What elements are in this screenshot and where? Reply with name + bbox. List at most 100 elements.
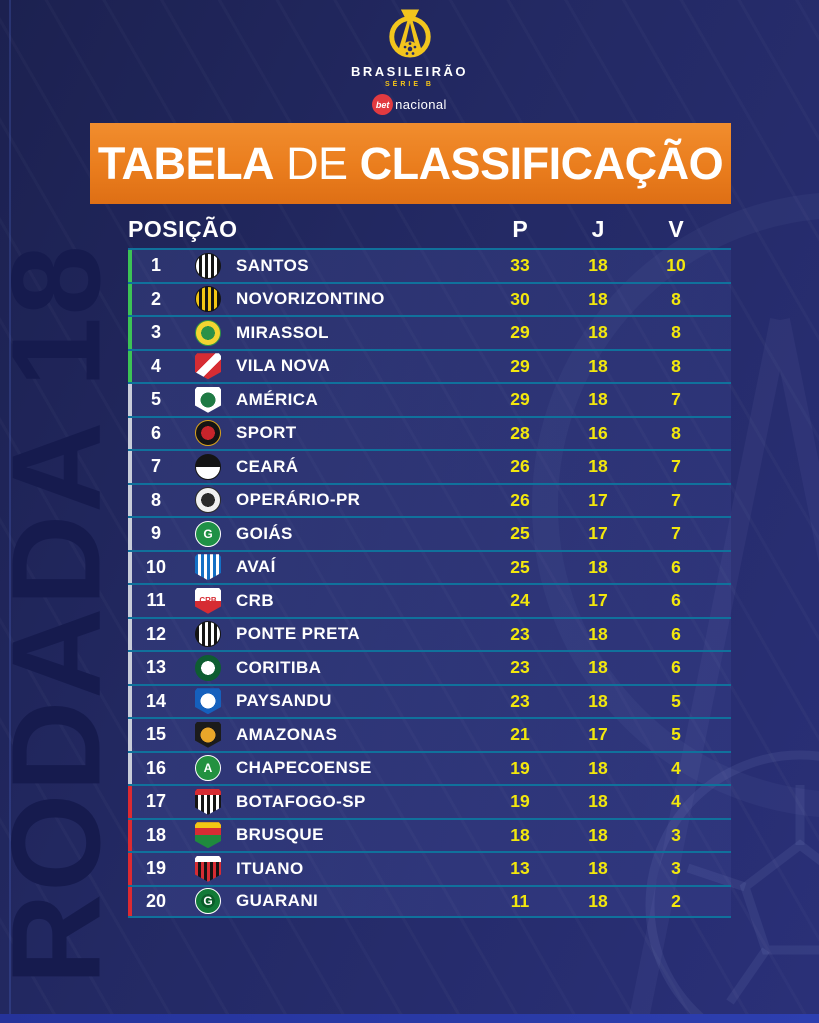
row-points: 25 bbox=[510, 523, 530, 544]
team-logo bbox=[195, 822, 221, 849]
row-position: 13 bbox=[145, 657, 167, 678]
team-logo-band bbox=[195, 855, 221, 862]
zone-indicator bbox=[128, 652, 132, 684]
row-wins: 6 bbox=[671, 623, 681, 644]
row-position: 14 bbox=[145, 690, 167, 711]
team-logo bbox=[195, 420, 221, 447]
title-word-1: TABELA bbox=[97, 137, 275, 189]
row-wins: 8 bbox=[671, 355, 681, 376]
team-logo: G bbox=[195, 520, 221, 547]
team-logo: A bbox=[195, 755, 221, 782]
team-logo bbox=[195, 554, 221, 581]
zone-indicator bbox=[128, 618, 132, 650]
row-position: 1 bbox=[150, 255, 161, 276]
row-points: 23 bbox=[510, 690, 530, 711]
table-row: 5 AMÉRICA 29 18 7 bbox=[128, 382, 731, 416]
row-position: 17 bbox=[145, 791, 167, 812]
table-row: 8 OPERÁRIO-PR 26 17 7 bbox=[128, 482, 731, 516]
row-points: 21 bbox=[510, 724, 530, 745]
table-row: 4 VILA NOVA 29 18 8 bbox=[128, 348, 731, 382]
team-name: MIRASSOL bbox=[236, 322, 329, 342]
table-row: 11 CRB CRB 24 17 6 bbox=[128, 583, 731, 617]
row-wins: 7 bbox=[671, 456, 681, 477]
row-position: 10 bbox=[145, 556, 167, 577]
table-row: 14 PAYSANDU 23 18 5 bbox=[128, 683, 731, 717]
team-logo bbox=[195, 286, 221, 313]
row-wins: 4 bbox=[671, 757, 681, 778]
team-logo bbox=[195, 621, 221, 648]
bet-circle-icon: bet bbox=[372, 94, 394, 115]
row-games: 17 bbox=[588, 590, 608, 611]
team-name: PONTE PRETA bbox=[236, 624, 361, 644]
row-wins: 6 bbox=[671, 556, 681, 577]
row-points: 19 bbox=[510, 791, 530, 812]
team-logo-glyph: A bbox=[203, 761, 213, 776]
table-row: 9 G GOIÁS 25 17 7 bbox=[128, 516, 731, 550]
zone-indicator bbox=[128, 350, 132, 382]
team-logo bbox=[195, 319, 221, 346]
team-name: AVAÍ bbox=[236, 557, 276, 577]
row-wins: 2 bbox=[671, 890, 681, 911]
row-position: 6 bbox=[150, 422, 161, 443]
row-wins: 3 bbox=[671, 824, 681, 845]
zone-indicator bbox=[128, 886, 132, 916]
table-row: 7 CEARÁ 26 18 7 bbox=[128, 449, 731, 483]
row-wins: 7 bbox=[671, 389, 681, 410]
zone-indicator bbox=[128, 786, 132, 818]
team-name: SANTOS bbox=[236, 255, 309, 275]
team-logo bbox=[195, 654, 221, 681]
zone-indicator bbox=[128, 585, 132, 617]
zone-indicator bbox=[128, 719, 132, 751]
team-logo-glyph: G bbox=[203, 894, 213, 909]
team-logo-band bbox=[195, 822, 221, 829]
row-games: 18 bbox=[588, 456, 608, 477]
team-name: SPORT bbox=[236, 423, 297, 443]
row-wins: 5 bbox=[671, 724, 681, 745]
table-row: 20 G GUARANI 11 18 2 bbox=[128, 884, 731, 918]
standings-table: POSIÇÃO P J V 1 SANTOS 33 18 10 2 NOVORI… bbox=[128, 210, 731, 918]
zone-indicator bbox=[128, 317, 132, 349]
zone-indicator bbox=[128, 417, 132, 449]
row-wins: 3 bbox=[671, 858, 681, 879]
zone-indicator bbox=[128, 451, 132, 483]
row-points: 29 bbox=[510, 322, 530, 343]
team-logo bbox=[195, 453, 221, 480]
league-name: BRASILEIRÃO bbox=[350, 64, 469, 79]
row-position: 5 bbox=[150, 389, 161, 410]
row-wins: 8 bbox=[671, 422, 681, 443]
zone-indicator bbox=[128, 551, 132, 583]
team-logo-glyph: G bbox=[203, 526, 213, 541]
row-position: 4 bbox=[150, 355, 161, 376]
team-logo bbox=[195, 487, 221, 514]
column-wins: V bbox=[668, 215, 684, 242]
row-games: 18 bbox=[588, 890, 608, 911]
round-watermark: RODADA 18 bbox=[0, 243, 127, 985]
bottom-accent-strip bbox=[0, 1014, 819, 1023]
table-row: 17 BOTAFOGO-SP 19 18 4 bbox=[128, 784, 731, 818]
table-row: 10 AVAÍ 25 18 6 bbox=[128, 549, 731, 583]
zone-indicator bbox=[128, 685, 132, 717]
row-points: 29 bbox=[510, 355, 530, 376]
team-logo-band bbox=[195, 788, 221, 795]
row-position: 3 bbox=[150, 322, 161, 343]
team-logo bbox=[195, 855, 221, 882]
team-name: CEARÁ bbox=[236, 456, 299, 476]
row-games: 18 bbox=[588, 690, 608, 711]
row-points: 29 bbox=[510, 389, 530, 410]
row-games: 17 bbox=[588, 489, 608, 510]
row-wins: 8 bbox=[671, 322, 681, 343]
row-games: 18 bbox=[588, 255, 608, 276]
team-logo: G bbox=[195, 888, 221, 915]
zone-indicator bbox=[128, 518, 132, 550]
row-games: 18 bbox=[588, 389, 608, 410]
row-points: 18 bbox=[510, 824, 530, 845]
table-row: 3 MIRASSOL 29 18 8 bbox=[128, 315, 731, 349]
row-games: 18 bbox=[588, 322, 608, 343]
row-wins: 10 bbox=[666, 255, 686, 276]
table-row: 6 SPORT 28 16 8 bbox=[128, 415, 731, 449]
table-row: 15 AMAZONAS 21 17 5 bbox=[128, 717, 731, 751]
league-header: BRASILEIRÃO SÉRIE B bet nacional bbox=[0, 6, 819, 115]
team-logo bbox=[195, 252, 221, 279]
zone-indicator bbox=[128, 752, 132, 784]
